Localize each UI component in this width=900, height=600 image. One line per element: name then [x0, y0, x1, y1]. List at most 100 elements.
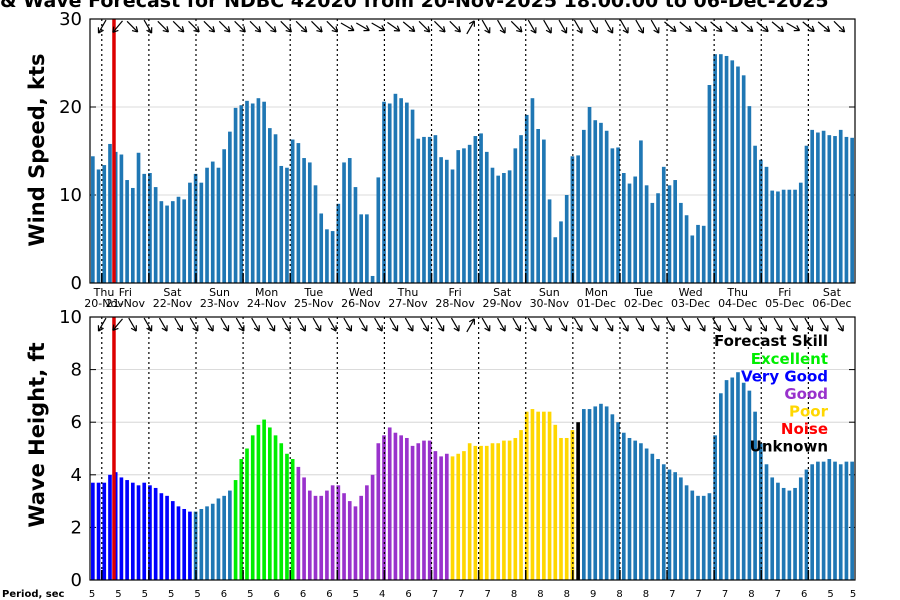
wind-bar [353, 187, 358, 283]
wave-direction-arrow-head [361, 325, 368, 332]
wind-direction-arrow [650, 19, 660, 34]
wave-bar [719, 393, 723, 580]
wave-direction-arrow-head [653, 325, 660, 332]
period-value: 7 [458, 589, 464, 600]
wave-direction-arrow-head [315, 325, 322, 332]
wind-bar [644, 185, 649, 283]
wave-bar [484, 445, 489, 580]
wind-direction-arrow [497, 19, 506, 34]
wind-bar [679, 202, 683, 283]
wind-direction-arrow-shaft [126, 20, 139, 33]
wave-bar [462, 451, 466, 580]
wave-direction-arrow-head [176, 325, 184, 332]
wind-bar [342, 162, 346, 283]
wind-direction-arrow [340, 22, 355, 32]
wave-bar [581, 409, 586, 580]
wind-direction-arrow [356, 22, 370, 32]
wind-direction-arrow [604, 19, 614, 34]
wind-ytick-label: 0 [71, 273, 82, 294]
wave-bar [256, 424, 261, 580]
wave-direction-arrow-head [730, 325, 737, 332]
wave-direction-arrow [512, 317, 522, 332]
wave-direction-arrow-shaft [466, 318, 475, 333]
wind-bar [216, 167, 221, 283]
wind-bar [330, 231, 335, 283]
wind-direction-arrow-shaft [710, 21, 723, 32]
wave-bar [519, 430, 523, 580]
wind-bar [433, 135, 438, 283]
legend-item: Poor [789, 403, 829, 421]
wave-bar [604, 406, 609, 580]
wave-bar [347, 501, 352, 580]
wave-bar [456, 453, 461, 580]
period-value: 5 [89, 589, 95, 600]
wind-direction-arrow-shaft [558, 19, 568, 34]
day-date-label: 01-Dec [577, 297, 616, 310]
wind-bar [661, 166, 666, 283]
wave-bar [833, 461, 837, 580]
period-value: 5 [850, 589, 856, 600]
wind-bar [844, 136, 849, 283]
wind-direction-arrow-shaft [112, 20, 123, 33]
wave-direction-arrow [450, 317, 460, 332]
wind-direction-arrow-head [591, 27, 598, 34]
wind-bar [296, 143, 301, 283]
wave-bar [290, 459, 295, 580]
wave-bar [433, 451, 438, 580]
wave-direction-arrow-head [376, 325, 383, 332]
wave-direction-arrow-head [714, 325, 721, 332]
wind-direction-arrow-shaft [295, 20, 308, 33]
wave-direction-arrow-head [822, 325, 829, 332]
day-weekday-label: Thu [93, 286, 115, 299]
wave-bar [130, 482, 135, 580]
wind-direction-arrow [833, 20, 846, 33]
wind-direction-arrow-shaft [218, 20, 231, 33]
wave-direction-arrow-shaft [604, 317, 614, 332]
wind-direction-arrow [573, 19, 583, 34]
wave-bar [205, 506, 209, 580]
wind-bar [410, 109, 415, 283]
wind-bar [724, 55, 729, 284]
wave-direction-arrow [789, 317, 798, 332]
wind-direction-arrow [589, 19, 598, 34]
wind-bar [776, 191, 780, 283]
wind-direction-arrow-head [112, 26, 119, 33]
period-value: 7 [696, 589, 702, 600]
wave-direction-arrow-head [238, 325, 245, 332]
wind-bar [182, 199, 187, 283]
wind-bar [119, 154, 124, 283]
wind-bar [696, 224, 700, 283]
wind-bar [336, 203, 341, 283]
wind-direction-arrow [112, 20, 123, 33]
wave-direction-arrow-shaft [450, 317, 460, 332]
day-date-label: 04-Dec [718, 297, 757, 310]
period-value: 9 [590, 589, 596, 600]
wind-direction-arrow-head [468, 20, 476, 27]
wave-bar [182, 508, 187, 580]
wind-bar [599, 122, 603, 283]
wind-direction-arrow-shaft [679, 21, 692, 32]
wind-bar [587, 107, 592, 283]
wind-bar [490, 167, 495, 283]
wind-bar [450, 169, 455, 283]
wave-direction-arrow [727, 317, 737, 332]
wind-direction-arrow-head [777, 25, 785, 33]
wind-bar [405, 102, 409, 283]
wind-bar [199, 182, 204, 283]
wave-bar [125, 480, 129, 580]
wave-bar [159, 493, 164, 580]
wind-bar [736, 66, 740, 284]
wind-direction-arrow-head [731, 25, 738, 33]
legend-item: Noise [781, 420, 828, 438]
period-value: 8 [643, 589, 649, 600]
wind-direction-arrow-shaft [786, 22, 800, 32]
wave-ytick-label: 6 [71, 412, 82, 433]
wind-bar [136, 152, 141, 283]
wind-direction-arrow [280, 20, 292, 33]
period-value: 8 [537, 589, 543, 600]
wind-bar [153, 187, 158, 283]
wind-bar [547, 199, 552, 283]
wind-direction-arrow-shaft [466, 20, 475, 35]
wind-direction-arrow [466, 20, 476, 35]
wind-direction-arrow-head [348, 25, 355, 32]
